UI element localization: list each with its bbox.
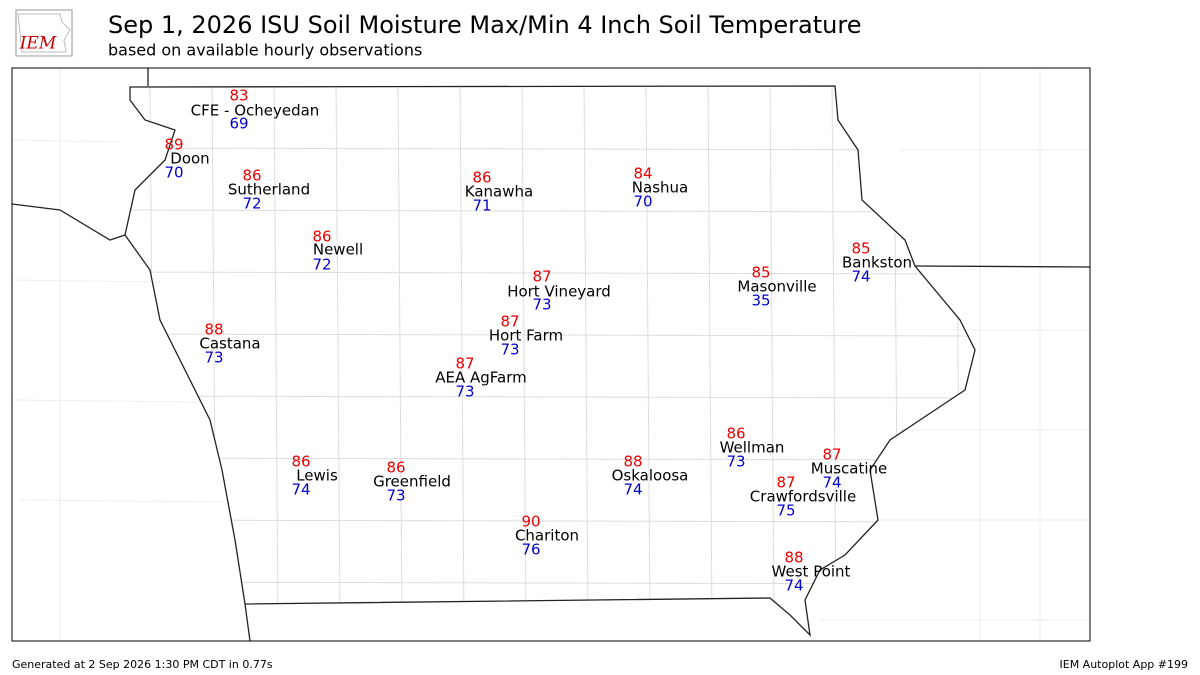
county-line [125,271,975,275]
station-max: 83 [229,87,248,105]
station-min: 70 [164,164,183,182]
county-line [149,86,155,621]
station-max: 86 [472,169,491,187]
county-line [125,209,975,213]
station-max: 90 [521,513,540,531]
station-max: 89 [164,136,183,154]
county-line [955,86,961,621]
station-name: Oskaloosa [612,467,689,485]
station-min: 73 [500,341,519,359]
station-name: Sutherland [228,181,310,199]
station-max: 87 [532,268,551,286]
county-line [125,395,975,399]
station-max: 86 [242,167,261,185]
station-name: Lewis [296,467,338,485]
station-max: 88 [784,549,803,567]
station-name: West Point [772,563,851,581]
station-min: 70 [633,193,652,211]
station-min: 74 [291,481,310,499]
station-max: 88 [623,453,642,471]
station-min: 73 [455,383,474,401]
county-line [707,86,713,621]
county-line [459,86,465,621]
county-line [335,86,341,621]
station-min: 73 [386,487,405,505]
station-max: 85 [851,240,870,258]
state-borders [12,68,1090,641]
station-min: 76 [521,541,540,559]
county-line [125,581,975,585]
station-max: 87 [500,313,519,331]
map-frame [11,67,1091,642]
station-min: 75 [776,502,795,520]
station-name: CFE - Ocheyedan [191,102,320,120]
county-line [831,86,837,621]
station-min: 73 [204,349,223,367]
subtitle: based on available hourly observations [108,41,422,60]
station-name: Bankston [842,254,912,272]
station-name: Greenfield [373,473,451,491]
county-line [583,86,589,621]
station-max: 88 [204,321,223,339]
station-max: 86 [386,459,405,477]
station-name: AEA AgFarm [435,369,527,387]
station-min: 73 [726,453,745,471]
county-line [125,519,975,523]
station-max: 84 [633,165,652,183]
station-min: 71 [472,197,491,215]
county-line [645,86,651,621]
county-line [769,86,775,621]
station-name: Crawfordsville [750,488,856,506]
station-name: Castana [199,335,260,353]
county-line [125,333,975,337]
county-line [521,86,527,621]
footer-right: IEM Autoplot App #199 [1060,658,1189,671]
station-min: 74 [623,481,642,499]
logo-outline [17,13,71,53]
neighbor-county-line [12,279,161,283]
logo-text: IEM [19,34,57,54]
station-name: Chariton [515,527,579,545]
title: Sep 1, 2026 ISU Soil Moisture Max/Min 4 … [108,11,861,39]
station-min: 74 [822,474,841,492]
station-min: 74 [851,268,870,286]
station-min: 72 [242,195,261,213]
neighbor-county-line [19,499,231,503]
neighbor-county-line [12,139,121,143]
station-max: 85 [751,264,770,282]
station-name: Masonville [737,278,816,296]
station-min: 72 [312,256,331,274]
county-line [893,86,899,621]
station-name: Nashua [632,179,688,197]
station-name: Muscatine [811,460,888,478]
neighbor-county-line [12,399,201,403]
station-max: 87 [455,355,474,373]
logo [15,9,73,57]
county-line [273,86,279,621]
station-max: 87 [822,446,841,464]
state-outline [124,85,976,637]
map [12,68,1090,641]
station-min: 74 [784,577,803,595]
station-max: 87 [776,474,795,492]
station-min: 73 [532,296,551,314]
county-line [125,147,975,151]
station-max: 86 [291,453,310,471]
station-name: Hort Vineyard [507,283,611,301]
station-name: Hort Farm [489,327,563,345]
county-line [397,86,403,621]
station-name: Kanawha [465,183,533,201]
station-min: 35 [751,292,770,310]
station-max: 86 [312,228,331,246]
station-name: Doon [170,150,209,168]
county-line [125,457,975,461]
station-name: Newell [313,241,363,259]
footer-left: Generated at 2 Sep 2026 1:30 PM CDT in 0… [12,658,273,671]
station-name: Wellman [720,439,785,457]
station-min: 69 [229,115,248,133]
station-max: 86 [726,425,745,443]
